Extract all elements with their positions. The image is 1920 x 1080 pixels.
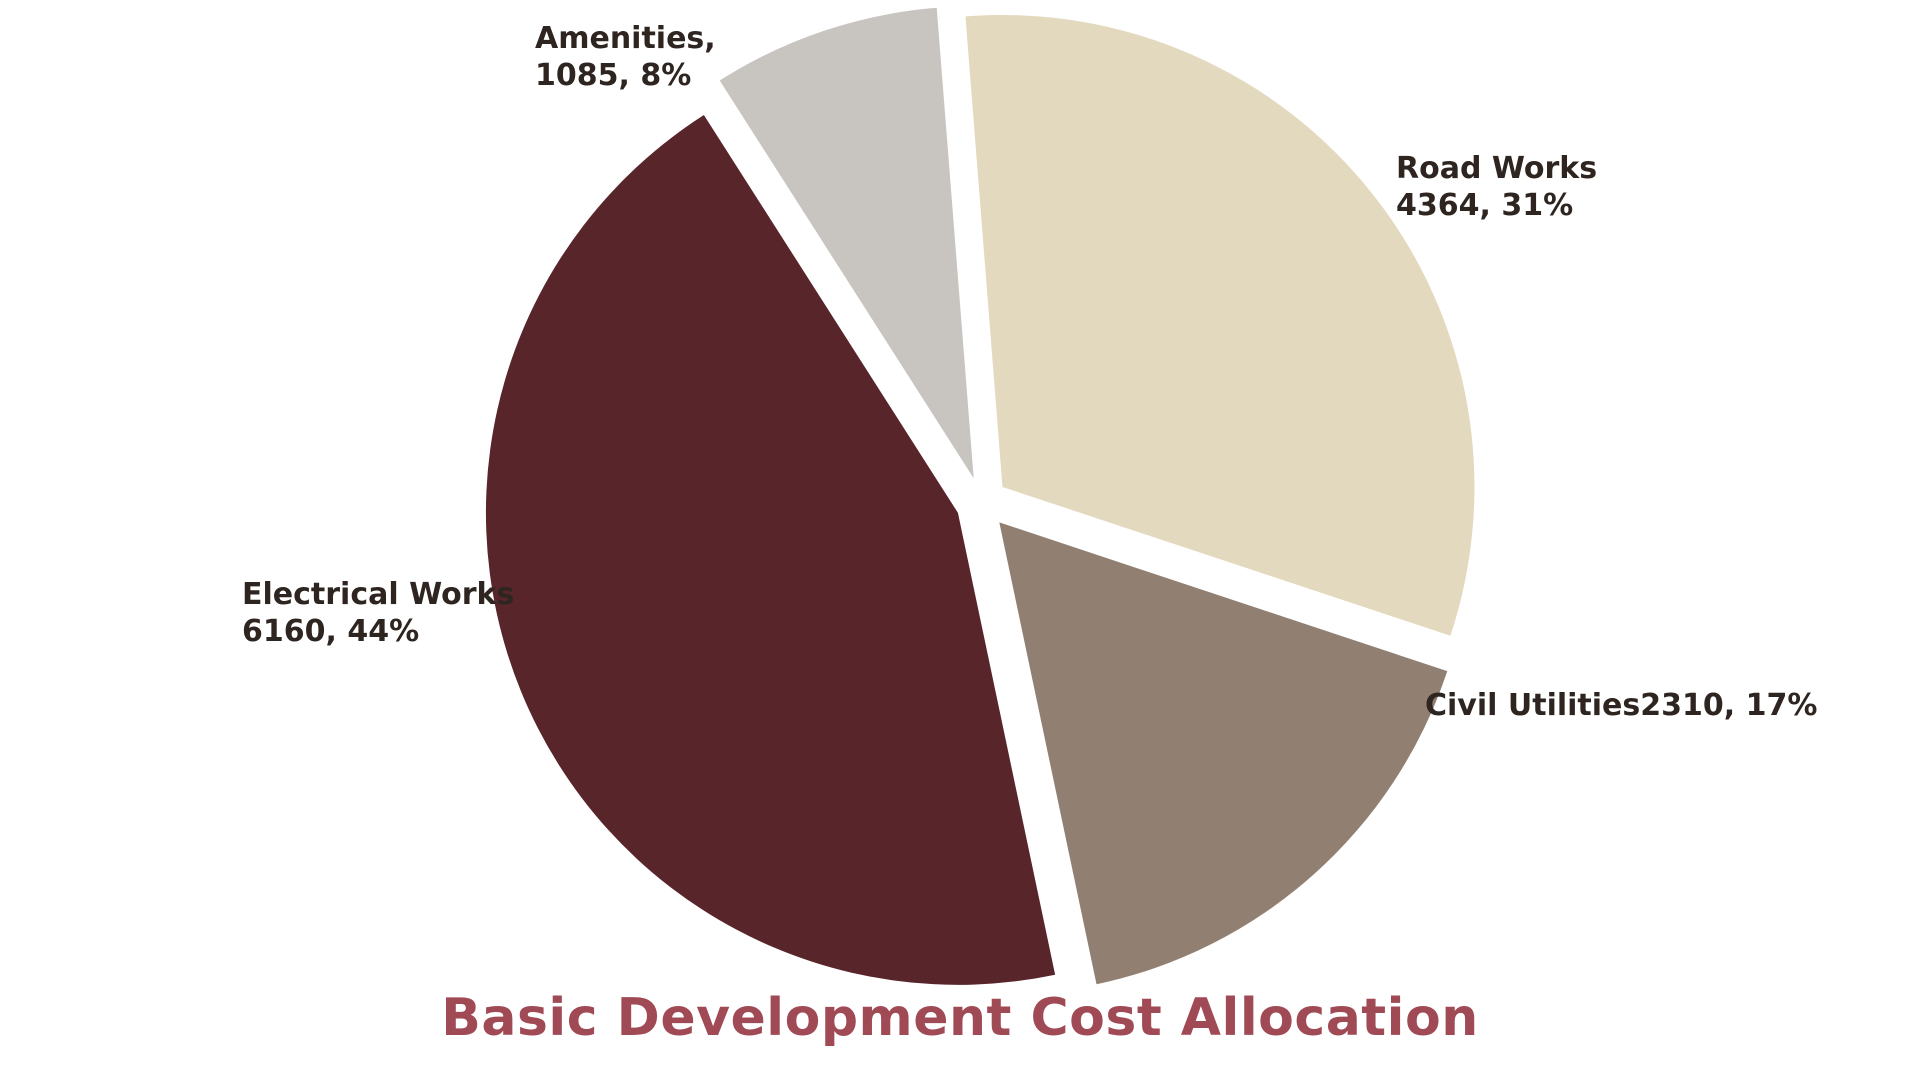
data-label-amenities: Amenities, 1085, 8% bbox=[535, 21, 716, 93]
pie-slice-amenities bbox=[719, 7, 974, 479]
data-label-line: 4364, 31% bbox=[1396, 188, 1573, 223]
data-label-line: Electrical Works bbox=[242, 577, 514, 612]
data-label-electrical-works: Electrical Works 6160, 44% bbox=[242, 577, 514, 649]
chart-title: Basic Development Cost Allocation bbox=[441, 988, 1479, 1048]
data-label-line: Amenities, bbox=[535, 21, 716, 56]
data-label-line: Civil Utilities2310, 17% bbox=[1425, 688, 1817, 723]
data-label-line: 6160, 44% bbox=[242, 614, 419, 649]
pie-slice-road-works bbox=[965, 14, 1475, 636]
pie-slice-civil-utilities bbox=[999, 522, 1448, 985]
data-label-line: Road Works bbox=[1396, 151, 1597, 186]
data-label-line: 1085, 8% bbox=[535, 58, 691, 93]
data-label-civil-utilities: Civil Utilities2310, 17% bbox=[1425, 688, 1817, 723]
data-label-road-works: Road Works 4364, 31% bbox=[1396, 151, 1597, 223]
pie-slice-electrical-works bbox=[485, 115, 1056, 985]
